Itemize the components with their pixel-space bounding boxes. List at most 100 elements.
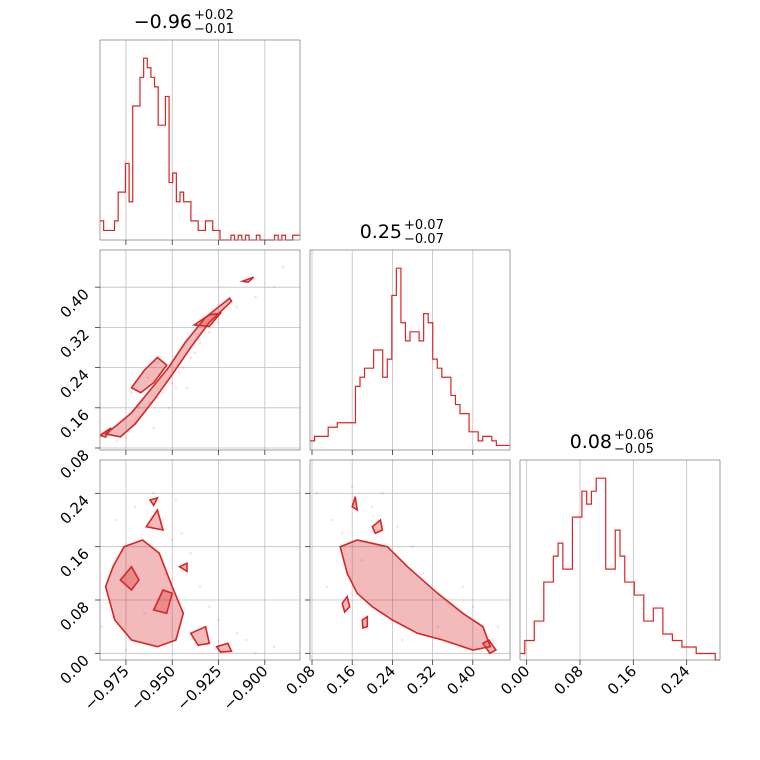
scatter-grid: [100, 460, 300, 660]
param-title-median: 0.25: [360, 221, 402, 243]
y-tick-label: 0.24: [56, 366, 92, 402]
sample-point: [371, 505, 374, 508]
sample-point: [182, 366, 185, 369]
density-contour: [152, 589, 174, 615]
histogram-frame: [99, 39, 301, 241]
y-tick-label: 0.08: [56, 598, 92, 634]
sample-point: [161, 518, 165, 522]
sample-point: [156, 361, 159, 364]
scatter-frame: [99, 249, 301, 451]
sample-point: [124, 648, 128, 652]
scatter-grid: [100, 250, 300, 450]
density-contour: [148, 496, 159, 507]
sample-point: [235, 632, 239, 635]
x-tick-label: 0.40: [443, 662, 479, 698]
sample-point: [325, 585, 329, 588]
sample-point: [124, 436, 128, 440]
histogram-panel-0: [99, 39, 301, 241]
sample-point: [471, 605, 475, 608]
sample-point: [491, 638, 495, 642]
density-contour: [339, 539, 492, 651]
density-contour: [130, 356, 168, 394]
sample-point: [401, 638, 404, 642]
param-title-minus: −0.07: [404, 232, 444, 247]
sample-point: [411, 545, 414, 548]
scatter-panel-1-2: [309, 459, 511, 661]
sample-point: [207, 605, 211, 608]
param-title-plus: +0.02: [194, 8, 234, 23]
sample-point: [115, 518, 118, 522]
y-tick-label: 0.40: [56, 285, 92, 321]
histogram-grid: [311, 250, 474, 450]
sample-point: [461, 585, 465, 588]
sample-point: [189, 552, 193, 555]
sample-point: [330, 518, 334, 522]
sample-point: [496, 625, 500, 628]
sample-point: [381, 492, 384, 495]
sample-point: [217, 321, 220, 324]
param-title-minus: −0.01: [194, 22, 234, 37]
sample-point: [189, 356, 193, 359]
y-tick-label: 0.16: [56, 545, 92, 581]
histogram-frame: [519, 459, 721, 661]
sample-point: [161, 391, 165, 395]
sample-point: [254, 652, 257, 655]
histogram-grid: [125, 40, 266, 240]
x-tick-label: −0.975: [81, 662, 133, 714]
histogram-grid: [526, 460, 688, 660]
y-tick-label: 0.08: [56, 446, 92, 482]
x-tick-label: 0.16: [604, 662, 640, 698]
x-tick-label: 0.24: [657, 662, 693, 698]
sample-point: [315, 492, 319, 495]
x-tick-label: 0.16: [323, 662, 359, 698]
histogram-step-line: [100, 57, 300, 241]
sample-point: [133, 505, 137, 508]
sample-point: [207, 331, 211, 334]
y-tick-label: 0.00: [56, 651, 92, 687]
sample-point: [282, 265, 285, 269]
sample-point: [421, 572, 424, 575]
density-contour: [192, 312, 223, 328]
sample-point: [244, 638, 248, 642]
scatter-frame: [99, 459, 301, 661]
scatter-grid: [310, 460, 510, 660]
sample-point: [217, 618, 220, 622]
sample-point: [115, 439, 118, 442]
scatter-panel-0-1: [99, 249, 301, 451]
y-tick-label: 0.24: [56, 491, 92, 527]
density-contour: [100, 427, 112, 438]
sample-point: [340, 532, 344, 535]
x-tick-label: 0.24: [363, 662, 399, 698]
histogram-step-line: [520, 477, 720, 661]
sample-point: [178, 371, 181, 374]
histogram-panel-2: [519, 459, 721, 661]
density-contour: [177, 562, 188, 573]
sample-point: [396, 525, 399, 528]
density-contour: [119, 565, 140, 592]
density-contour: [215, 642, 233, 653]
sample-point: [174, 498, 178, 502]
density-contour: [371, 518, 384, 535]
param-title-minus: −0.05: [614, 442, 654, 457]
sample-point: [198, 585, 202, 588]
param-title-median: −0.96: [134, 11, 192, 33]
y-tick-label: 0.32: [56, 325, 92, 361]
density-contour: [144, 508, 165, 532]
y-tick-label: 0.16: [56, 406, 92, 442]
sample-point: [152, 426, 156, 430]
sample-point: [436, 625, 439, 628]
histogram-step-line: [310, 267, 510, 447]
histogram-panel-1: [309, 249, 511, 451]
sample-point: [254, 295, 257, 299]
param-title-median: 0.08: [570, 431, 612, 453]
sample-point: [174, 386, 178, 389]
sample-point: [272, 645, 276, 648]
sample-point: [198, 341, 202, 344]
density-contour: [361, 615, 369, 630]
scatter-frame: [309, 459, 511, 661]
sample-point: [143, 612, 146, 615]
density-contour: [103, 297, 233, 438]
sample-point: [272, 285, 276, 289]
sample-point: [137, 406, 141, 410]
